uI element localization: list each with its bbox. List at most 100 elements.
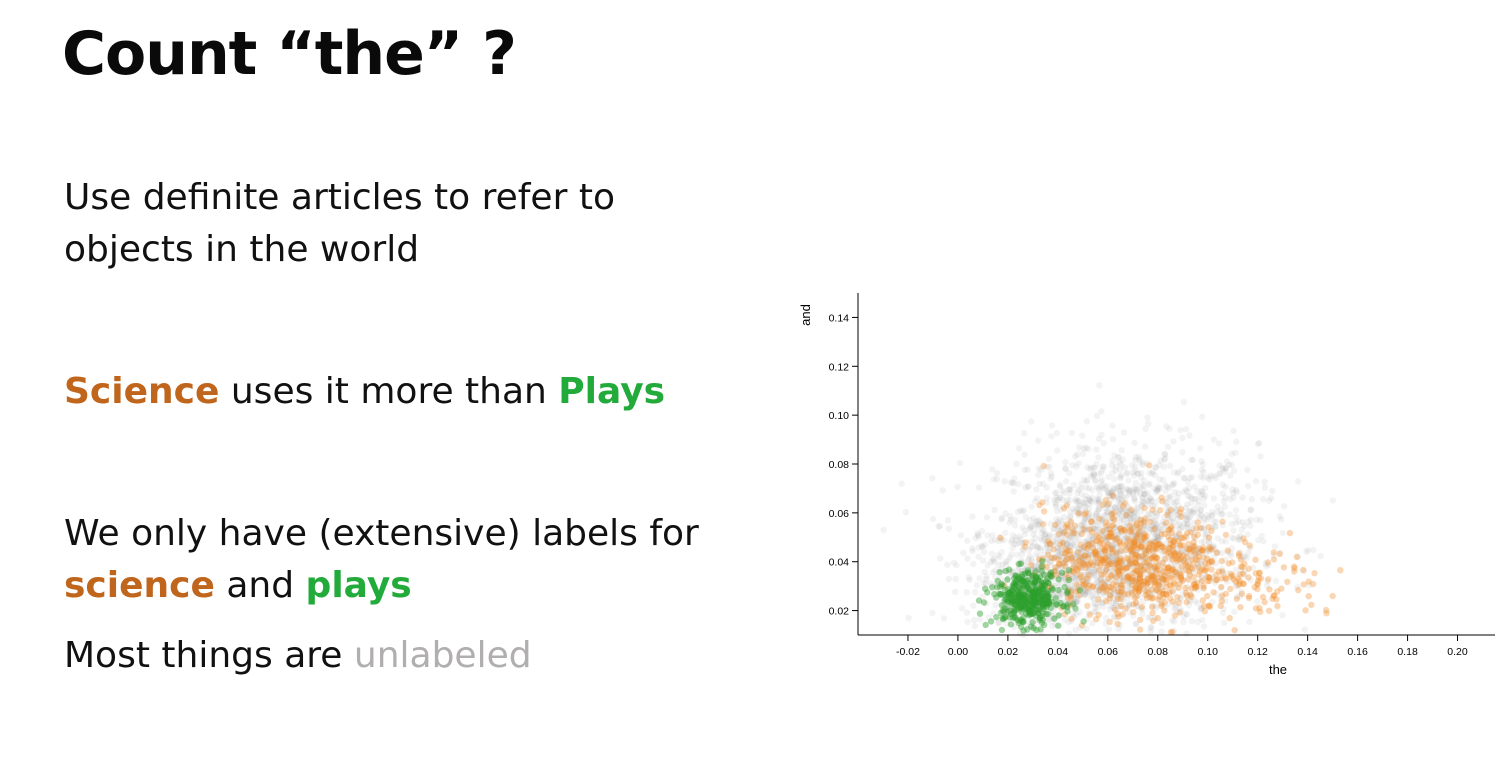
data-point (1049, 554, 1057, 561)
data-point (1054, 613, 1061, 620)
data-point (1044, 534, 1052, 541)
data-point (1132, 620, 1140, 628)
data-point (1214, 503, 1221, 510)
data-point (975, 544, 982, 551)
data-point (1158, 527, 1165, 534)
data-point (1180, 618, 1187, 626)
data-point (1261, 478, 1268, 485)
data-point (1172, 534, 1179, 542)
data-point (1305, 593, 1312, 600)
data-point (1191, 578, 1198, 586)
data-point (989, 569, 997, 576)
data-point (1078, 553, 1086, 561)
data-point (1140, 555, 1148, 562)
data-point (1174, 470, 1182, 477)
data-point (1025, 569, 1032, 577)
data-point (1144, 579, 1152, 587)
data-point (1020, 591, 1027, 598)
data-point (1161, 607, 1168, 614)
data-point (1188, 495, 1195, 502)
data-point (1117, 489, 1124, 496)
data-point (1195, 571, 1202, 578)
data-point (1089, 494, 1096, 501)
data-point (1059, 560, 1067, 567)
data-point (1099, 557, 1106, 564)
data-point (1155, 537, 1162, 544)
data-point (1118, 556, 1125, 563)
data-point (1118, 497, 1126, 504)
data-point (1067, 599, 1074, 606)
data-point (1202, 492, 1209, 500)
data-point (980, 599, 988, 606)
data-point (1063, 567, 1070, 574)
data-point (1179, 523, 1186, 531)
data-point (1101, 556, 1108, 563)
data-point (1141, 477, 1148, 484)
data-point (1190, 509, 1197, 516)
data-point (1095, 554, 1102, 561)
data-point (1037, 604, 1044, 611)
data-point (1241, 560, 1248, 567)
data-point (1171, 537, 1178, 544)
data-point (1132, 454, 1139, 461)
data-point (1194, 519, 1201, 526)
data-point (1031, 596, 1038, 603)
data-point (1134, 548, 1141, 556)
data-point (1022, 597, 1030, 604)
data-point (1086, 561, 1093, 568)
data-point (1043, 603, 1050, 611)
data-point (1169, 556, 1176, 563)
data-point (1169, 566, 1177, 573)
data-point (1011, 601, 1018, 608)
data-point (1050, 546, 1057, 553)
data-point (1114, 595, 1121, 602)
data-point (1093, 526, 1100, 533)
data-point (1019, 618, 1026, 625)
data-point (1112, 559, 1119, 566)
data-point (1166, 549, 1173, 556)
data-point (1060, 603, 1067, 610)
data-point (1199, 491, 1206, 498)
data-point (945, 525, 952, 532)
data-point (1125, 477, 1132, 484)
data-point (1022, 592, 1029, 600)
data-point (1178, 513, 1185, 521)
data-point (1100, 603, 1107, 610)
data-point (1110, 560, 1117, 567)
data-point (1102, 568, 1109, 575)
data-point (1144, 567, 1151, 574)
data-point (1145, 545, 1153, 553)
data-point (1064, 500, 1071, 507)
data-point (1218, 583, 1225, 591)
data-point (1186, 546, 1193, 553)
data-point (1151, 588, 1159, 596)
data-point (1090, 524, 1097, 532)
data-point (1011, 608, 1018, 615)
data-point (1040, 521, 1047, 528)
data-point (1158, 547, 1166, 554)
data-point (1130, 514, 1138, 521)
data-point (1152, 538, 1159, 545)
data-point (1089, 583, 1097, 591)
data-point (1117, 541, 1124, 548)
data-point (1079, 450, 1087, 458)
data-point (1126, 514, 1134, 521)
data-point (1083, 418, 1090, 425)
data-point (1105, 597, 1112, 605)
data-point (1171, 489, 1179, 496)
data-point (1138, 543, 1145, 550)
data-point (1051, 521, 1059, 529)
data-point (1004, 597, 1011, 604)
data-point (1096, 491, 1103, 499)
data-point (1205, 560, 1212, 567)
data-point (1211, 472, 1218, 480)
data-point (1064, 547, 1071, 554)
data-point (1054, 590, 1062, 598)
data-point (1072, 496, 1079, 503)
data-point (1189, 456, 1197, 463)
data-point (1115, 559, 1123, 566)
data-point (1232, 566, 1240, 573)
data-point (1134, 602, 1141, 610)
data-point (1133, 505, 1140, 512)
x-tick-label: 0.20 (1447, 646, 1468, 658)
